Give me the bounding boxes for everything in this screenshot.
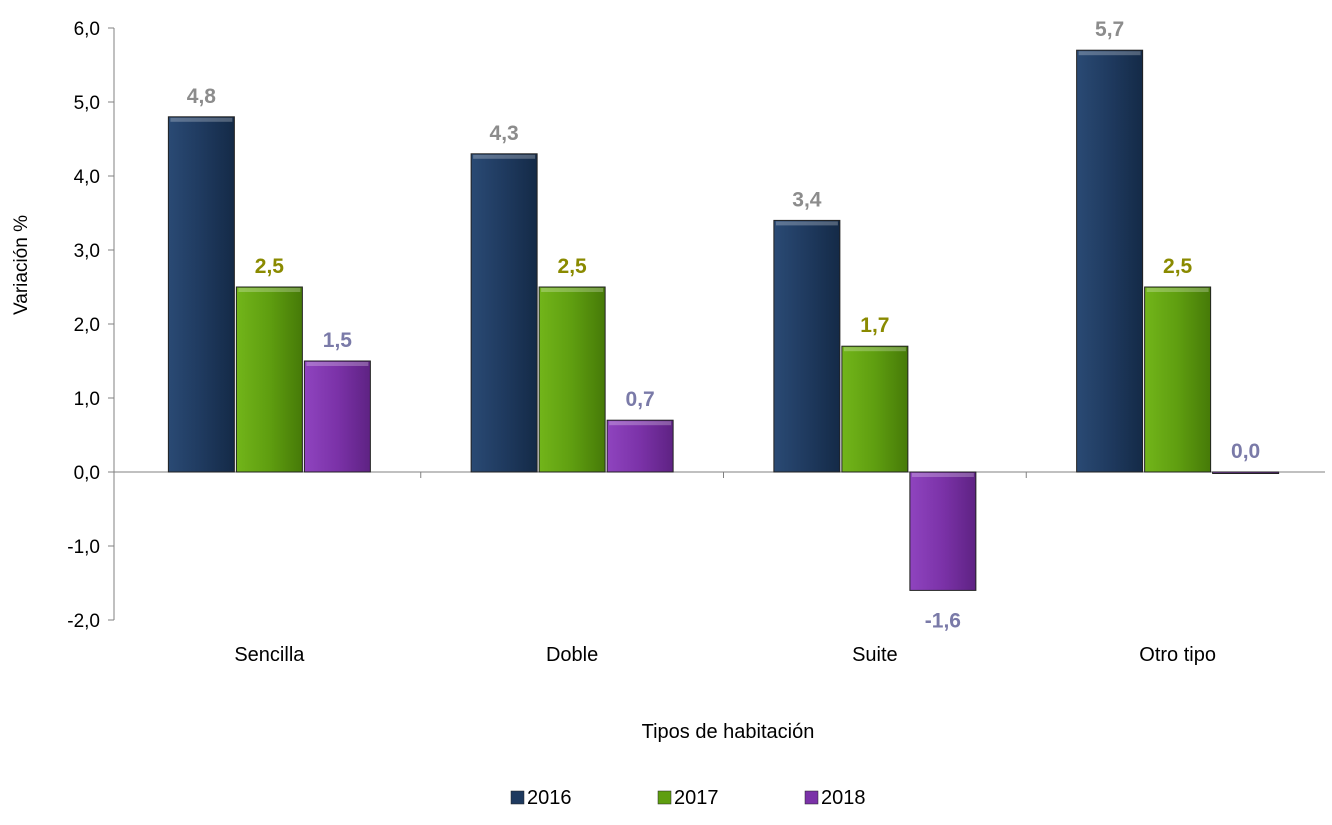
- legend-label-2018: 2018: [821, 787, 866, 809]
- data-label: 1,5: [323, 329, 353, 352]
- x-tick-label: Sencilla: [234, 644, 305, 666]
- bar-bevel: [473, 154, 536, 159]
- legend-swatch-2018: [804, 790, 819, 805]
- y-tick-label: 0,0: [74, 463, 100, 484]
- bar-bevel: [775, 221, 838, 226]
- y-tick-label: 2,0: [74, 315, 100, 336]
- data-label: 5,7: [1095, 18, 1124, 41]
- bar-2017-sencilla: [235, 286, 303, 473]
- bar-bevel: [1146, 288, 1209, 292]
- bar-bevel: [911, 473, 974, 477]
- bar-bevel: [541, 288, 604, 292]
- bar-2016-sencilla: [167, 116, 235, 473]
- x-axis-title: Tipos de habitación: [642, 721, 815, 743]
- bar-2016-otro-tipo: [1076, 49, 1144, 473]
- bar-bevel: [1078, 51, 1141, 56]
- data-label: 2,5: [1163, 255, 1193, 278]
- bar-bevel: [238, 288, 301, 292]
- y-tick-label: 3,0: [74, 241, 100, 262]
- legend-swatch-2016: [510, 790, 525, 805]
- bar-bevel: [170, 117, 233, 122]
- legend-label-2016: 2016: [527, 787, 572, 809]
- bar-2018-sencilla: [303, 360, 371, 473]
- bar-bevel: [609, 421, 672, 426]
- data-label: 0,7: [626, 388, 655, 411]
- data-label: 2,5: [558, 255, 588, 278]
- y-tick-label: 1,0: [74, 389, 100, 410]
- y-tick-label: -1,0: [67, 537, 100, 558]
- legend-label-2017: 2017: [674, 787, 719, 809]
- x-tick-label: Doble: [546, 644, 598, 666]
- y-axis-title: Variación %: [11, 215, 32, 315]
- data-label: 3,4: [792, 188, 822, 211]
- data-label: 0,0: [1231, 440, 1260, 463]
- bar-2017-suite: [841, 345, 909, 473]
- x-tick-label: Suite: [852, 644, 898, 666]
- x-tick-label: Otro tipo: [1139, 644, 1216, 666]
- bar-2017-doble: [538, 286, 606, 473]
- legend-swatch-2017: [657, 790, 672, 805]
- data-label: -1,6: [925, 609, 961, 632]
- data-label: 4,8: [187, 85, 217, 108]
- data-label: 1,7: [860, 314, 889, 337]
- bar-2018-otro-tipo: [1212, 471, 1280, 474]
- bar-bevel: [306, 362, 369, 366]
- legend: 2016 2017 2018: [510, 787, 866, 809]
- y-tick-label: 5,0: [74, 93, 100, 114]
- data-label: 4,3: [490, 122, 519, 145]
- y-tick-label: 6,0: [74, 19, 100, 40]
- bar-2018-doble: [606, 419, 674, 473]
- bar-2018-suite: [909, 471, 977, 591]
- data-label: 2,5: [255, 255, 285, 278]
- bar-2016-doble: [470, 153, 538, 473]
- bar-2017-otro-tipo: [1144, 286, 1212, 473]
- bar-2016-suite: [773, 219, 841, 473]
- bar-bevel: [843, 347, 906, 352]
- y-tick-label: 4,0: [74, 167, 100, 188]
- y-tick-label: -2,0: [67, 611, 100, 632]
